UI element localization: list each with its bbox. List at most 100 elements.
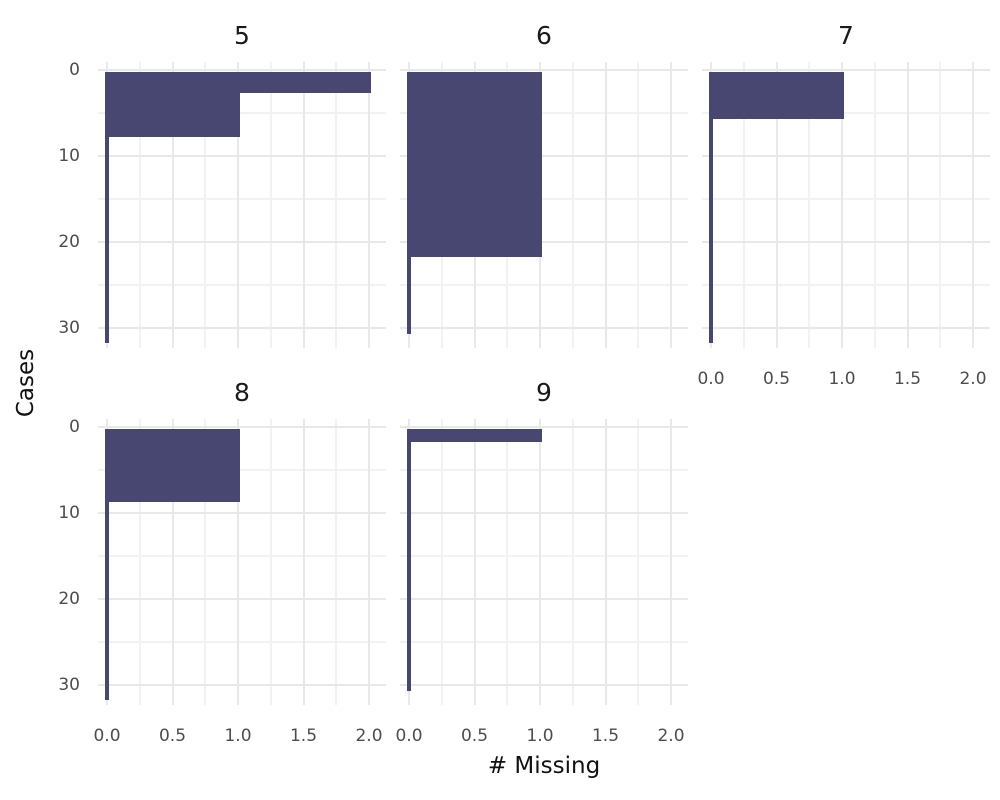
grid-minor-x [873, 62, 876, 348]
grid-major-x [670, 62, 672, 348]
grid-major-y [98, 69, 386, 71]
grid-major-y [98, 512, 386, 514]
y-tick-label: 20 [58, 589, 80, 609]
grid-minor-x [440, 419, 443, 705]
grid-major-y [400, 598, 688, 600]
facet-panel-6 [400, 62, 688, 348]
x-tick-label: 0.0 [697, 369, 725, 389]
grid-minor-x [204, 419, 207, 705]
bar-segment-missing-1 [407, 72, 542, 257]
x-tick-label: 1.5 [591, 726, 620, 746]
x-tick-label: 1.0 [526, 726, 554, 746]
grid-minor-y [98, 198, 386, 200]
grid-major-x [906, 62, 909, 348]
grid-major-y [98, 684, 386, 686]
grid-major-y [400, 155, 688, 157]
x-tick-label: 0.5 [158, 726, 187, 746]
grid-minor-x [637, 419, 640, 705]
grid-minor-x [335, 62, 338, 348]
grid-minor-y [702, 198, 990, 200]
grid-major-x [775, 62, 778, 348]
x-tick-label: 0.0 [93, 726, 121, 746]
x-tick-label: 0.5 [762, 369, 791, 389]
grid-minor-y [98, 641, 386, 643]
x-tick-label: 1.0 [224, 726, 252, 746]
facet-strip-label-6: 6 [536, 21, 552, 50]
grid-major-x [473, 419, 476, 705]
grid-major-y [400, 684, 688, 686]
grid-minor-x [204, 62, 207, 348]
grid-minor-y [400, 641, 688, 643]
grid-minor-y [98, 555, 386, 557]
grid-major-x [841, 62, 843, 348]
y-axis-title: Cases [13, 348, 39, 418]
y-tick-label: 20 [58, 232, 80, 252]
zero-missing-baseline [407, 437, 411, 692]
grid-major-x [237, 62, 239, 348]
y-tick-label: 30 [58, 675, 80, 695]
facet-panel-7 [702, 62, 990, 348]
zero-missing-baseline [407, 252, 411, 335]
y-tick-label: 10 [58, 146, 80, 166]
grid-minor-y [702, 284, 990, 286]
grid-minor-x [138, 62, 141, 348]
grid-major-y [702, 69, 990, 71]
grid-minor-x [335, 419, 338, 705]
grid-major-y [98, 241, 386, 243]
grid-major-x [302, 62, 305, 348]
grid-major-y [400, 426, 688, 428]
grid-major-x [972, 62, 974, 348]
bar-segment-missing-1 [105, 89, 240, 137]
grid-minor-x [571, 62, 574, 348]
x-tick-label: 2.0 [959, 369, 987, 389]
bar-segment-missing-1 [407, 429, 542, 442]
bar-segment-missing-1 [709, 72, 844, 120]
grid-minor-y [400, 469, 688, 471]
y-tick-label: 0 [69, 417, 80, 437]
y-tick-label: 30 [58, 318, 80, 338]
grid-minor-y [98, 284, 386, 286]
facet-panel-5 [98, 62, 386, 348]
grid-major-x [302, 419, 305, 705]
grid-major-x [539, 419, 541, 705]
grid-minor-y [98, 469, 386, 471]
grid-major-y [98, 155, 386, 157]
y-tick-label: 0 [69, 60, 80, 80]
facet-panel-8 [98, 419, 386, 705]
x-tick-label: 1.5 [893, 369, 922, 389]
facet-strip-label-9: 9 [536, 378, 552, 407]
grid-minor-y [400, 555, 688, 557]
facet-strip-label-8: 8 [234, 378, 250, 407]
grid-major-x [368, 419, 370, 705]
x-tick-label: 2.0 [657, 726, 685, 746]
grid-major-y [400, 69, 688, 71]
grid-major-y [400, 512, 688, 514]
grid-major-x [171, 419, 174, 705]
x-axis-title: # Missing [487, 753, 601, 779]
y-tick-label: 10 [58, 503, 80, 523]
grid-major-y [400, 241, 688, 243]
zero-missing-baseline [105, 132, 109, 343]
facet-panel-9 [400, 419, 688, 705]
grid-minor-y [400, 198, 688, 200]
x-tick-label: 0.0 [395, 726, 423, 746]
x-tick-label: 0.5 [460, 726, 489, 746]
x-tick-label: 1.0 [828, 369, 856, 389]
grid-minor-y [98, 112, 386, 114]
grid-major-y [98, 426, 386, 428]
x-tick-label: 2.0 [355, 726, 383, 746]
grid-major-x [171, 62, 174, 348]
grid-minor-x [269, 419, 272, 705]
grid-major-y [98, 327, 386, 329]
bar-segment-missing-1 [105, 429, 240, 503]
grid-minor-x [637, 62, 640, 348]
grid-minor-x [138, 419, 141, 705]
zero-missing-baseline [709, 115, 713, 343]
grid-major-y [400, 327, 688, 329]
grid-minor-x [742, 62, 745, 348]
grid-major-x [237, 419, 239, 705]
grid-minor-y [702, 112, 990, 114]
grid-major-y [98, 598, 386, 600]
facet-strip-label-5: 5 [234, 21, 250, 50]
